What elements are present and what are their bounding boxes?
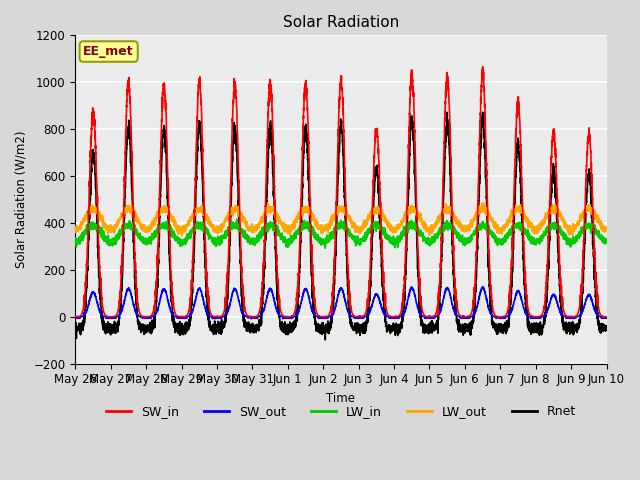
LW_in <box>233 216 241 222</box>
Y-axis label: Solar Radiation (W/m2): Solar Radiation (W/m2) <box>15 131 28 268</box>
LW_out <box>167 214 175 220</box>
LW_out <box>321 228 329 234</box>
Rnet <box>321 337 329 343</box>
SW_in <box>72 314 79 320</box>
X-axis label: Time: Time <box>326 392 355 405</box>
SW_in <box>602 314 610 320</box>
SW_out <box>431 314 438 320</box>
LW_out <box>490 225 498 230</box>
SW_in <box>568 314 575 320</box>
Legend: SW_in, SW_out, LW_in, LW_out, Rnet: SW_in, SW_out, LW_in, LW_out, Rnet <box>101 400 581 423</box>
SW_in <box>490 311 498 316</box>
SW_out <box>279 316 287 322</box>
Rnet <box>603 323 611 329</box>
SW_in <box>431 313 438 319</box>
LW_in <box>603 236 611 241</box>
SW_in <box>460 314 468 320</box>
SW_in <box>167 268 175 274</box>
Line: SW_in: SW_in <box>76 67 607 317</box>
Rnet <box>321 325 329 331</box>
Line: LW_out: LW_out <box>76 203 607 236</box>
Title: Solar Radiation: Solar Radiation <box>283 15 399 30</box>
SW_out <box>321 314 329 320</box>
Rnet <box>490 321 498 327</box>
LW_out <box>460 227 468 233</box>
LW_in <box>167 228 175 234</box>
SW_in <box>479 64 486 70</box>
SW_out <box>72 314 79 320</box>
SW_out <box>460 313 468 319</box>
Rnet <box>602 326 610 332</box>
LW_in <box>321 245 329 251</box>
LW_in <box>460 241 468 247</box>
SW_out <box>167 309 175 314</box>
LW_in <box>321 239 329 244</box>
LW_out <box>481 200 488 206</box>
LW_in <box>490 235 498 240</box>
LW_out <box>72 226 79 231</box>
LW_out <box>431 221 438 227</box>
Line: Rnet: Rnet <box>76 112 607 340</box>
LW_out <box>603 226 611 231</box>
Text: EE_met: EE_met <box>83 45 134 58</box>
Rnet <box>167 288 175 294</box>
SW_out <box>603 315 611 321</box>
LW_out <box>602 226 610 231</box>
LW_in <box>602 239 610 245</box>
Rnet <box>460 323 468 329</box>
SW_out <box>602 315 610 321</box>
LW_in <box>72 239 79 245</box>
Rnet <box>431 326 438 332</box>
SW_in <box>603 314 611 320</box>
LW_out <box>178 233 186 239</box>
Line: LW_in: LW_in <box>76 219 607 248</box>
SW_out <box>479 284 486 290</box>
Rnet <box>72 327 79 333</box>
SW_in <box>321 314 329 320</box>
LW_in <box>431 231 438 237</box>
Line: SW_out: SW_out <box>76 287 607 319</box>
Rnet <box>479 109 486 115</box>
SW_out <box>490 313 498 319</box>
